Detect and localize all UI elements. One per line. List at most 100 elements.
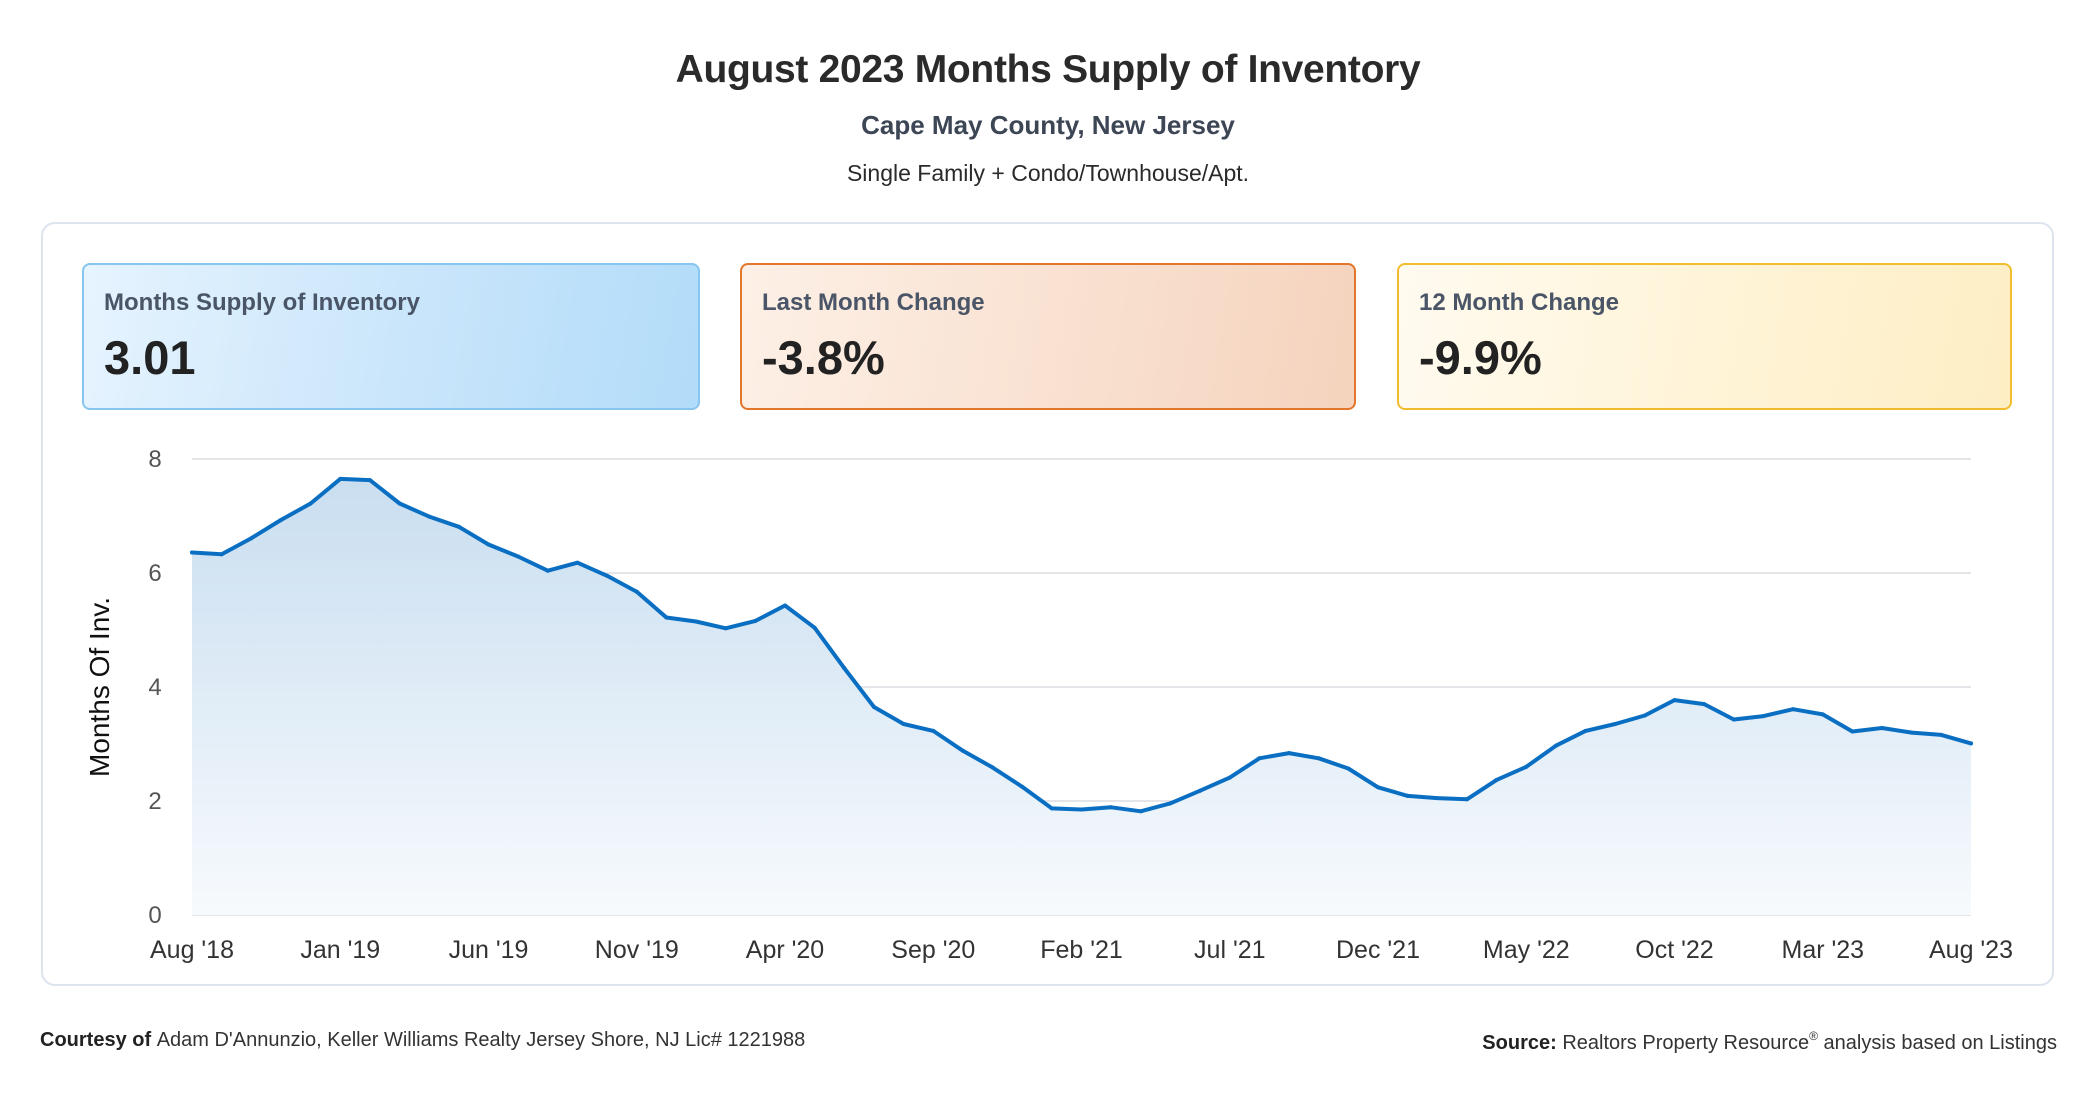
twelve-month-change-card: 12 Month Change -9.9% xyxy=(1397,263,2012,410)
data-point xyxy=(1346,766,1351,771)
x-tick-label: Nov '19 xyxy=(595,936,679,964)
data-point xyxy=(1494,777,1499,782)
data-point xyxy=(812,625,817,630)
x-tick-label: Jul '21 xyxy=(1194,936,1265,964)
data-point xyxy=(367,478,372,483)
y-tick-label: 2 xyxy=(148,788,161,815)
courtesy-credit: Courtesy of Adam D'Annunzio, Keller Will… xyxy=(40,1029,805,1052)
data-point xyxy=(1642,713,1647,718)
x-tick-label: Aug '23 xyxy=(1929,936,2013,964)
data-point xyxy=(1109,805,1114,810)
data-point xyxy=(1761,714,1766,719)
data-point xyxy=(1850,729,1855,734)
x-tick-label: Jun '19 xyxy=(449,936,529,964)
data-point xyxy=(753,618,758,623)
data-point xyxy=(664,615,669,620)
data-point xyxy=(190,550,194,555)
x-tick-label: Aug '18 xyxy=(150,936,234,964)
y-tick-label: 0 xyxy=(148,902,161,929)
source-text-suffix: analysis based on Listings xyxy=(1817,1032,2058,1054)
data-point xyxy=(931,728,936,733)
data-point xyxy=(486,542,491,547)
data-point xyxy=(634,589,639,594)
y-tick-label: 8 xyxy=(148,446,161,473)
data-point xyxy=(1820,712,1825,717)
data-point xyxy=(278,518,283,522)
data-point xyxy=(1880,726,1884,730)
data-point xyxy=(1376,785,1380,790)
data-point xyxy=(783,603,787,608)
x-tick-label: Mar '23 xyxy=(1782,936,1865,964)
data-point xyxy=(842,666,847,671)
data-point xyxy=(1731,717,1736,722)
courtesy-label: Courtesy of xyxy=(40,1029,157,1051)
data-point xyxy=(516,554,521,559)
data-point xyxy=(1465,797,1469,802)
months-supply-label: Months Supply of Inventory xyxy=(104,289,420,316)
data-point xyxy=(605,573,610,578)
data-point xyxy=(456,524,461,529)
data-point xyxy=(545,568,550,573)
data-point xyxy=(308,501,313,506)
data-point xyxy=(1020,784,1025,789)
last-month-change-card: Last Month Change -3.8% xyxy=(740,263,1356,410)
x-tick-label: Dec '21 xyxy=(1336,936,1420,964)
data-point xyxy=(1405,793,1410,798)
inventory-line-chart: 0 2 4 6 8 Aug '18 Jan '19 Jun '19 Nov '19 Apr '2… xyxy=(148,446,2013,964)
twelve-month-change-label: 12 Month Change xyxy=(1419,289,1620,316)
data-point xyxy=(872,705,876,709)
data-point xyxy=(694,619,698,624)
data-point xyxy=(1939,732,1944,737)
registered-mark: ® xyxy=(1809,1029,1818,1043)
area-fill xyxy=(192,478,1971,915)
data-point xyxy=(960,748,965,753)
data-point xyxy=(1287,751,1291,756)
location-subtitle: Cape May County, New Jersey xyxy=(861,110,1235,140)
property-type-subtitle: Single Family + Condo/Townhouse/Apt. xyxy=(846,160,1250,186)
source-text: Realtors Property Resource xyxy=(1562,1032,1810,1054)
data-point xyxy=(1553,743,1558,748)
x-tick-label: Feb '21 xyxy=(1040,936,1123,964)
data-point xyxy=(1672,698,1677,703)
data-point xyxy=(723,626,728,631)
source-credit: Source: Realtors Property Resource® anal… xyxy=(1482,1029,2057,1055)
data-point xyxy=(1316,756,1321,761)
data-point xyxy=(575,560,580,565)
x-tick-label: Sep '20 xyxy=(891,936,975,964)
data-point xyxy=(338,476,343,481)
x-axis-ticks: Aug '18 Jan '19 Jun '19 Nov '19 Apr '20 Sep '… xyxy=(150,936,2013,964)
y-tick-label: 4 xyxy=(148,674,161,701)
months-supply-value: 3.01 xyxy=(104,331,196,384)
data-point xyxy=(1079,807,1084,812)
data-point xyxy=(1138,809,1143,814)
data-point xyxy=(990,765,995,770)
source-label: Source: xyxy=(1482,1032,1563,1054)
x-tick-label: May '22 xyxy=(1483,936,1570,964)
months-supply-card: Months Supply of Inventory 3.01 xyxy=(82,263,700,410)
data-point xyxy=(219,552,224,557)
data-point xyxy=(1227,775,1232,780)
data-point xyxy=(901,722,906,726)
x-tick-label: Apr '20 xyxy=(746,936,824,964)
data-point xyxy=(1909,730,1914,735)
data-point xyxy=(427,514,432,519)
data-point xyxy=(1583,728,1588,733)
data-point xyxy=(1524,764,1529,769)
x-tick-label: Jan '19 xyxy=(300,936,380,964)
data-point xyxy=(1168,801,1173,806)
x-tick-label: Oct '22 xyxy=(1635,936,1713,964)
page-title: August 2023 Months Supply of Inventory xyxy=(675,48,1421,91)
data-point xyxy=(397,501,402,506)
courtesy-text: Adam D'Annunzio, Keller Williams Realty … xyxy=(156,1029,806,1051)
data-point xyxy=(1702,702,1707,707)
data-point xyxy=(1613,722,1618,726)
data-point xyxy=(1969,741,1973,746)
data-point xyxy=(1049,806,1054,811)
data-point xyxy=(1435,796,1440,801)
y-tick-label: 6 xyxy=(148,560,161,587)
last-month-change-label: Last Month Change xyxy=(762,289,985,316)
data-point xyxy=(249,536,254,541)
y-axis-ticks: 0 2 4 6 8 xyxy=(148,446,161,929)
data-point xyxy=(1198,788,1203,793)
data-point xyxy=(1257,756,1262,761)
